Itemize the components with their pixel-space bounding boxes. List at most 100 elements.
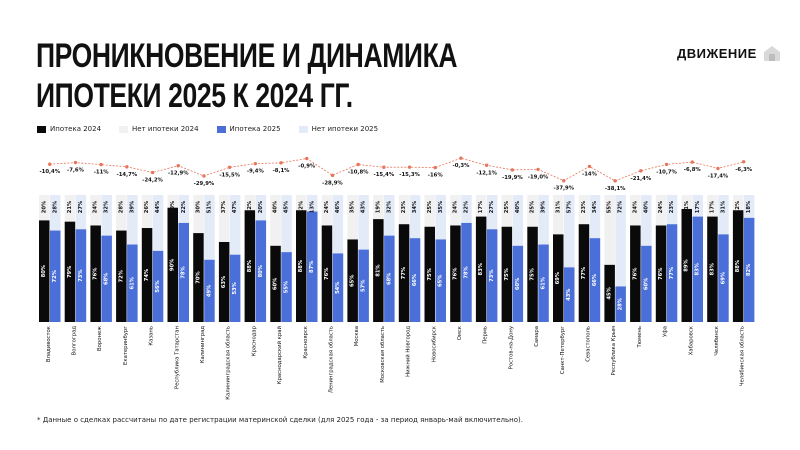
bar-no-mortgage-2025 — [332, 195, 344, 254]
bar-mortgage-2024 — [39, 220, 50, 322]
dynamics-label: -21,4% — [631, 176, 652, 182]
category-label: Пермь — [483, 326, 489, 344]
category-label: Республика Татарстан — [174, 326, 180, 389]
label-mortgage-2025: 53% — [232, 281, 238, 294]
bar-no-mortgage-2024 — [707, 195, 718, 217]
bar-no-mortgage-2024 — [347, 195, 358, 240]
bar-mortgage-2024 — [64, 221, 76, 322]
label-mortgage-2025: 78% — [463, 265, 469, 278]
bar-mortgage-2025 — [50, 230, 61, 322]
label-mortgage-2024: 80% — [41, 264, 47, 277]
bar-mortgage-2024 — [424, 226, 435, 322]
category-label: Московская область — [380, 326, 386, 383]
legend-label: Ипотека 2025 — [229, 125, 281, 133]
bar-no-mortgage-2024 — [167, 195, 178, 208]
category-label: Екатеринбург — [123, 326, 129, 365]
label-mortgage-2024: 65% — [350, 274, 356, 287]
label-mortgage-2025: 60% — [515, 277, 521, 290]
bar-mortgage-2025 — [178, 222, 189, 322]
bar-mortgage-2024 — [681, 208, 692, 322]
dynamics-point — [484, 163, 489, 167]
dynamics-point — [587, 164, 592, 169]
bar-mortgage-2025 — [435, 239, 446, 322]
bar-no-mortgage-2025 — [666, 195, 678, 225]
label-no-mortgage-2025: 27% — [489, 200, 495, 213]
label-no-mortgage-2024: 40% — [273, 200, 279, 213]
bar-no-mortgage-2024 — [630, 195, 641, 226]
brand-logo: ДВИЖЕНИЕ — [677, 44, 781, 62]
title-line-2: ИПОТЕКИ 2025 К 2024 ГГ. — [36, 77, 353, 115]
category-label: Челябинск — [714, 325, 720, 356]
label-mortgage-2024: 75% — [427, 267, 433, 280]
label-no-mortgage-2025: 35% — [438, 200, 444, 213]
bar-no-mortgage-2025 — [178, 195, 189, 223]
bar-mortgage-2024 — [732, 210, 744, 322]
dynamics-label: -10,4% — [39, 169, 60, 175]
label-no-mortgage-2024: 24% — [93, 200, 99, 213]
label-mortgage-2025: 43% — [566, 288, 572, 301]
bar-no-mortgage-2025 — [461, 195, 472, 223]
dynamics-point — [305, 156, 309, 161]
label-no-mortgage-2025: 31% — [720, 200, 726, 213]
label-mortgage-2025: 57% — [361, 279, 367, 292]
category-label: Калининград — [200, 326, 206, 364]
bar-no-mortgage-2025 — [255, 195, 267, 221]
bar-no-mortgage-2025 — [743, 195, 755, 218]
dynamics-point — [741, 160, 746, 164]
bar-mortgage-2025 — [75, 229, 87, 322]
bar-mortgage-2024 — [707, 216, 718, 322]
dynamics-label: -12,1% — [476, 170, 497, 176]
label-no-mortgage-2025: 34% — [592, 200, 598, 213]
label-no-mortgage-2024: 25% — [530, 200, 536, 213]
label-no-mortgage-2025: 46% — [335, 200, 341, 213]
dynamics-label: -37,9% — [553, 186, 574, 192]
bar-no-mortgage-2025 — [538, 195, 549, 245]
label-no-mortgage-2024: 37% — [221, 200, 227, 213]
label-mortgage-2024: 75% — [530, 267, 536, 280]
label-no-mortgage-2024: 21% — [67, 200, 73, 213]
label-no-mortgage-2024: 23% — [581, 200, 587, 213]
label-mortgage-2024: 75% — [504, 267, 510, 280]
title-line-1: ПРОНИКНОВЕНИЕ И ДИНАМИКА — [36, 37, 458, 75]
bar-mortgage-2025 — [255, 220, 267, 322]
dynamics-point — [176, 164, 180, 168]
label-mortgage-2024: 88% — [735, 259, 741, 272]
label-no-mortgage-2024: 55% — [607, 200, 613, 213]
dynamics-label: -14,7% — [117, 172, 138, 178]
bar-no-mortgage-2025 — [281, 195, 292, 253]
dynamics-point — [202, 174, 206, 178]
dynamics-label: -6,3% — [735, 167, 753, 173]
label-no-mortgage-2025: 18% — [746, 200, 752, 213]
dynamics-label: -38,1% — [605, 186, 626, 192]
bar-no-mortgage-2025 — [512, 195, 524, 246]
dynamics-point — [459, 156, 463, 160]
dynamics-label: -17,4% — [708, 173, 729, 179]
legend-swatch — [119, 125, 129, 133]
dynamics-label: -15,3% — [399, 172, 420, 178]
dynamics-label: -15,4% — [374, 172, 395, 178]
bar-mortgage-2025 — [589, 238, 601, 322]
label-no-mortgage-2025: 20% — [258, 200, 264, 213]
bar-no-mortgage-2024 — [270, 195, 281, 246]
category-label: Краснодар — [251, 325, 257, 356]
dynamics-point — [99, 162, 103, 167]
category-label: Севастополь — [585, 326, 591, 362]
dynamics-point — [690, 160, 694, 164]
bar-mortgage-2025 — [307, 211, 318, 322]
label-mortgage-2024: 81% — [375, 264, 381, 277]
label-mortgage-2024: 77% — [581, 266, 587, 279]
category-label: Санкт-Петербург — [560, 326, 566, 374]
bar-no-mortgage-2025 — [409, 195, 421, 239]
bar-mortgage-2025 — [461, 222, 472, 322]
dynamics-label: -16% — [428, 173, 444, 179]
dynamics-label: -12,9% — [168, 171, 189, 177]
bar-mortgage-2024 — [193, 233, 204, 322]
label-mortgage-2025: 54% — [335, 281, 341, 294]
bar-mortgage-2024 — [244, 210, 256, 322]
dynamics-point — [433, 165, 437, 170]
label-no-mortgage-2024: 12% — [735, 200, 741, 213]
label-no-mortgage-2024: 12% — [298, 200, 304, 213]
dynamics-label: -7,6% — [67, 168, 85, 174]
label-no-mortgage-2025: 28% — [52, 200, 58, 213]
bar-mortgage-2025 — [229, 254, 241, 322]
